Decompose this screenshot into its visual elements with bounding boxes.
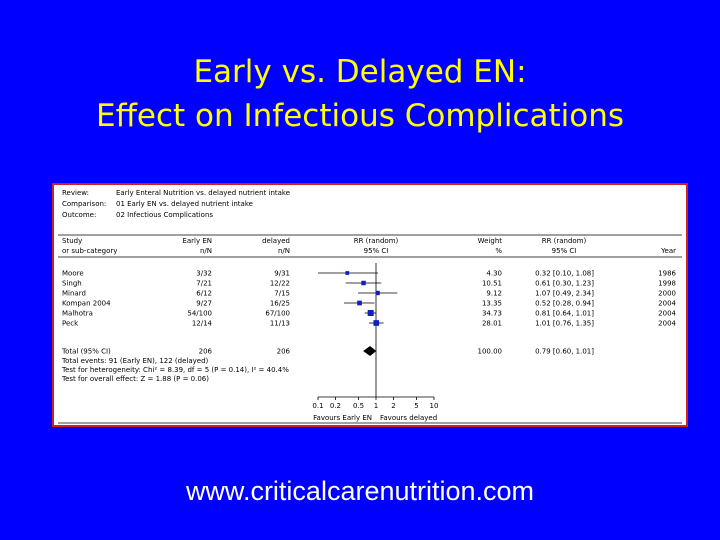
favours-right-label: Favours delayed xyxy=(380,414,437,422)
slide-title-line1: Early vs. Delayed EN: xyxy=(193,54,527,90)
x-tick-label: 10 xyxy=(430,402,439,410)
study-weight: 4.30 xyxy=(486,270,502,278)
study-name: Peck xyxy=(62,320,79,328)
study-rr-ci: 1.01 [0.76, 1.35] xyxy=(535,320,594,328)
study-delayed-events: 12/22 xyxy=(270,280,290,288)
study-weight: 9.12 xyxy=(486,290,502,298)
header-label: Outcome: xyxy=(62,211,96,219)
study-rr-ci: 0.32 [0.10, 1.08] xyxy=(535,270,594,278)
study-rr-ci: 0.81 [0.64, 1.01] xyxy=(535,310,594,318)
header-value: Early Enteral Nutrition vs. delayed nutr… xyxy=(116,189,290,197)
x-tick-label: 1 xyxy=(374,402,378,410)
study-effect-marker xyxy=(367,309,374,317)
study-year: 2004 xyxy=(658,320,676,328)
study-year: 2000 xyxy=(658,290,676,298)
study-weight: 10.51 xyxy=(482,280,502,288)
total-label: Total (95% CI) xyxy=(61,348,111,356)
study-early-events: 6/12 xyxy=(196,290,212,298)
x-tick-label: 0.2 xyxy=(330,402,341,410)
study-year: 1998 xyxy=(658,280,676,288)
study-effect-marker xyxy=(345,271,350,275)
summary-note: Test for heterogeneity: Chi² = 8.39, df … xyxy=(61,366,289,374)
summary-note: Total events: 91 (Early EN), 122 (delaye… xyxy=(61,357,209,365)
study-year: 2004 xyxy=(658,300,676,308)
col-header-study-sub: or sub-category xyxy=(62,247,117,255)
col-header-rr: RR (random) xyxy=(542,237,587,245)
website-url[interactable]: www.criticalcarenutrition.com xyxy=(185,476,535,506)
forest-plot: Review: Early Enteral Nutrition vs. delay… xyxy=(58,189,682,424)
study-rr-ci: 0.61 [0.30, 1.23] xyxy=(535,280,594,288)
study-year: 2004 xyxy=(658,310,676,318)
header-label: Comparison: xyxy=(62,200,106,208)
study-effect-marker xyxy=(361,280,366,286)
study-name: Minard xyxy=(62,290,86,298)
x-tick-label: 2 xyxy=(391,402,395,410)
study-early-events: 12/14 xyxy=(192,320,213,328)
col-header-early-sub: n/N xyxy=(200,247,212,255)
study-name: Moore xyxy=(62,270,84,278)
study-early-events: 3/32 xyxy=(196,270,212,278)
study-early-events: 9/27 xyxy=(196,300,212,308)
study-name: Kompan 2004 xyxy=(62,300,111,308)
study-weight: 28.01 xyxy=(482,320,502,328)
study-delayed-events: 7/15 xyxy=(274,290,290,298)
total-early: 206 xyxy=(199,348,213,356)
study-rr-ci: 0.52 [0.28, 0.94] xyxy=(535,300,594,308)
total-delayed: 206 xyxy=(277,348,291,356)
study-effect-marker xyxy=(375,290,380,296)
slide-title-line2: Effect on Infectious Complications xyxy=(95,98,625,134)
study-name: Singh xyxy=(62,280,82,288)
x-tick-label: 0.1 xyxy=(312,402,323,410)
study-delayed-events: 9/31 xyxy=(274,270,290,278)
col-header-rr-sub: 95% CI xyxy=(552,247,577,255)
total-rr-ci: 0.79 [0.60, 1.01] xyxy=(535,348,594,356)
col-header-weight: Weight xyxy=(478,237,503,245)
x-tick-label: 5 xyxy=(414,402,418,410)
study-weight: 34.73 xyxy=(482,310,502,318)
study-delayed-events: 16/25 xyxy=(270,300,290,308)
col-header-plot-sub: 95% CI xyxy=(364,247,389,255)
study-delayed-events: 67/100 xyxy=(265,310,290,318)
col-header-delayed-sub: n/N xyxy=(278,247,290,255)
col-header-year: Year xyxy=(660,247,676,255)
study-name: Malhotra xyxy=(62,310,93,318)
col-header-plot: RR (random) xyxy=(354,237,399,245)
forest-plot-panel: Review: Early Enteral Nutrition vs. delay… xyxy=(52,183,688,427)
col-header-study: Study xyxy=(62,237,82,245)
col-header-weight-sub: % xyxy=(495,247,502,255)
study-early-events: 54/100 xyxy=(187,310,212,318)
summary-note: Test for overall effect: Z = 1.88 (P = 0… xyxy=(61,375,209,383)
study-effect-marker xyxy=(357,300,362,306)
total-weight: 100.00 xyxy=(478,348,503,356)
x-tick-label: 0.5 xyxy=(353,402,364,410)
favours-left-label: Favours Early EN xyxy=(313,414,372,422)
header-value: 01 Early EN vs. delayed nutrient intake xyxy=(116,200,253,208)
study-year: 1986 xyxy=(658,270,676,278)
col-header-early: Early EN xyxy=(182,237,212,245)
col-header-delayed: delayed xyxy=(262,237,290,245)
study-delayed-events: 11/13 xyxy=(270,320,290,328)
pooled-effect-diamond xyxy=(363,346,377,356)
header-value: 02 Infectious Complications xyxy=(116,211,213,219)
study-effect-marker xyxy=(373,320,380,326)
study-rr-ci: 1.07 [0.49, 2.34] xyxy=(535,290,594,298)
header-label: Review: xyxy=(62,189,89,197)
study-early-events: 7/21 xyxy=(196,280,212,288)
study-weight: 13.35 xyxy=(482,300,502,308)
